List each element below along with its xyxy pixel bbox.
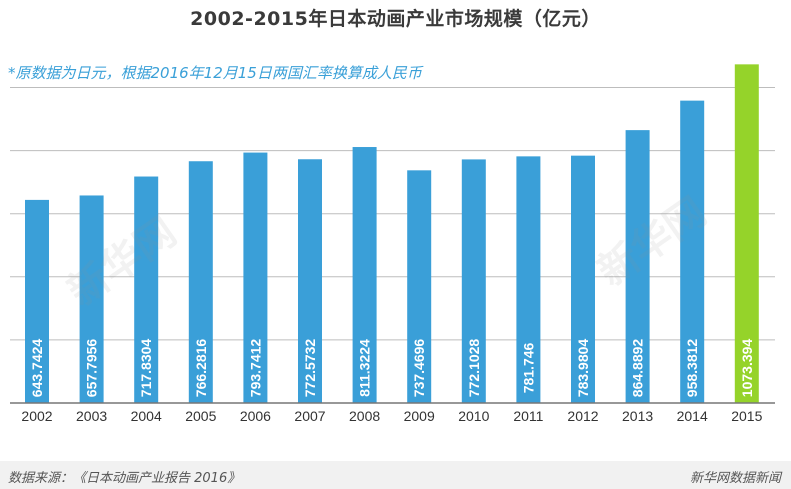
value-label-2015: 1073.394 <box>739 339 755 398</box>
value-label-2008: 811.3224 <box>357 339 373 397</box>
x-tick-2011: 2011 <box>513 408 543 424</box>
bar-2009 <box>407 170 432 403</box>
bar-2010 <box>461 159 486 403</box>
bar-2002 <box>25 199 49 403</box>
bar-chart: 643.7424 657.7956 717.8304 766.2816 793.7412… <box>10 64 775 424</box>
value-label-2014: 958.3812 <box>684 339 700 398</box>
chart-note: *原数据为日元，根据2016年12月15日两国汇率换算成人民币 <box>8 64 422 82</box>
footer: 数据来源：《日本动画产业报告 2016》 新华网数据新闻 <box>0 461 791 489</box>
value-label-2011: 781.746 <box>520 342 536 393</box>
bar-2015 <box>734 64 759 404</box>
bar-2011 <box>516 156 541 403</box>
value-labels: 643.7424 657.7956 717.8304 766.2816 793.7412… <box>29 339 755 398</box>
bar-2006 <box>243 152 268 403</box>
value-label-2004: 717.8304 <box>138 339 154 398</box>
value-label-2009: 737.4696 <box>411 339 427 398</box>
x-tick-2005: 2005 <box>185 408 216 424</box>
x-tick-2004: 2004 <box>131 408 162 424</box>
x-tick-2007: 2007 <box>294 408 325 424</box>
chart-title: 2002-2015年日本动画产业市场规模（亿元） <box>190 8 601 30</box>
gridlines <box>10 87 775 341</box>
bar-2013 <box>625 130 650 404</box>
value-label-2006: 793.7412 <box>247 339 263 398</box>
value-label-2010: 772.1028 <box>466 339 482 398</box>
x-tick-2010: 2010 <box>458 408 489 424</box>
bar-2007 <box>298 159 322 403</box>
x-tick-2015: 2015 <box>731 408 762 424</box>
bar-2003 <box>79 195 104 403</box>
value-label-2005: 766.2816 <box>193 339 209 398</box>
value-label-2007: 772.5732 <box>302 339 318 398</box>
x-tick-labels: 2002 2003 2004 2005 2006 2007 2008 2009 2010 2011… <box>21 408 762 424</box>
x-tick-2008: 2008 <box>349 408 380 424</box>
x-tick-2012: 2012 <box>567 408 598 424</box>
value-label-2002: 643.7424 <box>29 339 45 398</box>
value-label-2012: 783.9804 <box>575 339 591 398</box>
x-tick-2002: 2002 <box>21 408 52 424</box>
bar-2004 <box>134 176 159 403</box>
x-tick-2006: 2006 <box>240 408 271 424</box>
bars <box>25 64 759 404</box>
x-tick-2014: 2014 <box>677 408 708 424</box>
value-label-2013: 864.8892 <box>630 339 646 398</box>
bar-2008 <box>352 147 377 403</box>
brand-text: 新华网数据新闻 <box>689 471 781 486</box>
x-tick-2013: 2013 <box>622 408 653 424</box>
source-text: 数据来源：《日本动画产业报告 2016》 <box>8 471 241 486</box>
x-tick-2003: 2003 <box>76 408 107 424</box>
x-tick-2009: 2009 <box>404 408 435 424</box>
bar-2014 <box>680 100 705 403</box>
value-label-2003: 657.7956 <box>84 339 100 398</box>
bar-2005 <box>188 161 213 403</box>
bar-2012 <box>571 155 595 403</box>
